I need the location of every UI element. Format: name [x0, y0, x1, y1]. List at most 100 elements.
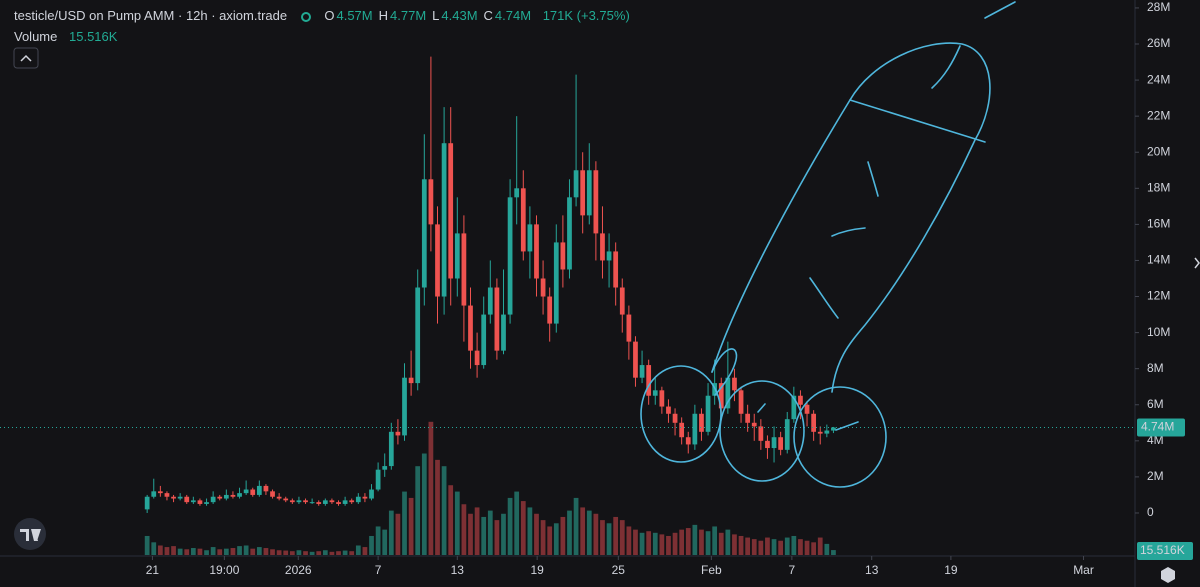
- candle-body: [190, 500, 196, 503]
- volume-bar: [501, 513, 506, 555]
- volume-bar: [666, 535, 671, 555]
- candle-body: [600, 233, 605, 261]
- candle-body: [210, 496, 216, 503]
- x-tick-label: 19: [944, 563, 958, 577]
- volume-bar: [190, 548, 196, 555]
- candle-body: [243, 489, 249, 494]
- candle-body: [817, 431, 823, 434]
- volume-bar: [421, 453, 427, 555]
- candle-body: [421, 179, 427, 288]
- candle-body: [177, 496, 183, 499]
- x-tick-label: 25: [612, 563, 626, 577]
- volume-bar: [699, 529, 704, 555]
- volume-value: 15.516K: [69, 29, 118, 44]
- candle-body: [738, 390, 744, 414]
- candle-body: [151, 491, 157, 497]
- ohlc-key: O: [324, 8, 335, 23]
- candle-body: [283, 498, 289, 501]
- volume-bar: [771, 539, 777, 555]
- candle-body: [474, 350, 480, 366]
- candle-body: [296, 500, 302, 503]
- candle-body: [402, 377, 407, 436]
- y-tick-label: 4M: [1147, 433, 1164, 447]
- candle-body: [778, 437, 784, 450]
- candle-body: [184, 496, 190, 503]
- candle-body: [619, 287, 625, 315]
- candle-body: [699, 413, 704, 432]
- candle-body: [237, 493, 242, 497]
- candle-body: [408, 377, 414, 384]
- volume-bar: [613, 516, 619, 555]
- volume-bar: [824, 543, 830, 555]
- volume-bar: [184, 549, 190, 555]
- drawing: [640, 365, 722, 463]
- candle-body: [573, 170, 579, 198]
- candle-body: [164, 493, 170, 497]
- candle-body: [144, 496, 150, 510]
- volume-bar: [527, 507, 533, 555]
- volume-bar: [659, 534, 665, 555]
- candle-body: [652, 390, 658, 396]
- volume-bar: [435, 459, 440, 555]
- y-tick-label: 12M: [1147, 289, 1170, 303]
- volume-bar: [652, 532, 658, 555]
- candle-body: [705, 395, 711, 432]
- candle-body: [771, 437, 777, 449]
- y-tick-label: 2M: [1147, 469, 1164, 483]
- x-tick-label: 13: [865, 563, 879, 577]
- candle-body: [718, 383, 724, 409]
- volume-bar: [177, 548, 183, 555]
- candle-body: [289, 500, 295, 503]
- candle-body: [679, 422, 685, 438]
- candle-body: [586, 170, 592, 216]
- candle-body: [758, 426, 764, 441]
- volume-bar: [441, 466, 447, 555]
- collapse-button[interactable]: [13, 47, 39, 69]
- volume-bar: [586, 510, 592, 555]
- candle-body: [329, 500, 335, 503]
- candle-body: [593, 170, 599, 234]
- drawing: [831, 227, 866, 237]
- drawing: [711, 348, 738, 396]
- candle-body: [448, 143, 454, 279]
- volume-bar: [270, 549, 275, 555]
- annotations: [640, 1, 1016, 488]
- settings-icon[interactable]: [1161, 567, 1175, 583]
- volume-bar: [382, 529, 388, 555]
- candle-body: [659, 390, 665, 407]
- volume-bar: [289, 551, 295, 555]
- volume-bar: [718, 532, 724, 555]
- candle-body: [309, 502, 315, 504]
- drawing: [793, 386, 887, 488]
- y-tick-label: 18M: [1147, 180, 1170, 194]
- volume-title: Volume: [14, 29, 58, 44]
- volume-layer: [144, 421, 836, 555]
- candle-body: [171, 496, 176, 499]
- candle-body: [230, 494, 236, 497]
- candle-body: [507, 197, 513, 315]
- x-tick-label: 19: [530, 563, 544, 577]
- candle-body: [798, 395, 803, 405]
- volume-bar: [448, 485, 454, 555]
- candle-body: [223, 494, 229, 499]
- drawing: [849, 99, 986, 143]
- candle-body: [732, 377, 737, 391]
- y-tick-label: 24M: [1147, 72, 1170, 86]
- volume-bar: [633, 529, 638, 555]
- candle-body: [626, 314, 632, 342]
- volume-bar: [738, 535, 744, 555]
- volume-bar: [685, 528, 691, 555]
- y-tick-label: 10M: [1147, 325, 1170, 339]
- volume-bar: [256, 547, 262, 555]
- tv-logo[interactable]: [14, 518, 46, 550]
- volume-bar: [151, 542, 157, 555]
- volume-bar: [778, 540, 784, 555]
- expand-arrow[interactable]: [1194, 257, 1200, 269]
- candle-body: [514, 188, 520, 198]
- candle-body: [580, 170, 586, 216]
- candle-body: [204, 502, 209, 504]
- volume-bar: [481, 516, 487, 555]
- last-price-box: [1137, 418, 1185, 437]
- last-price-label: 4.74M: [1141, 420, 1174, 434]
- candle-body: [811, 413, 817, 432]
